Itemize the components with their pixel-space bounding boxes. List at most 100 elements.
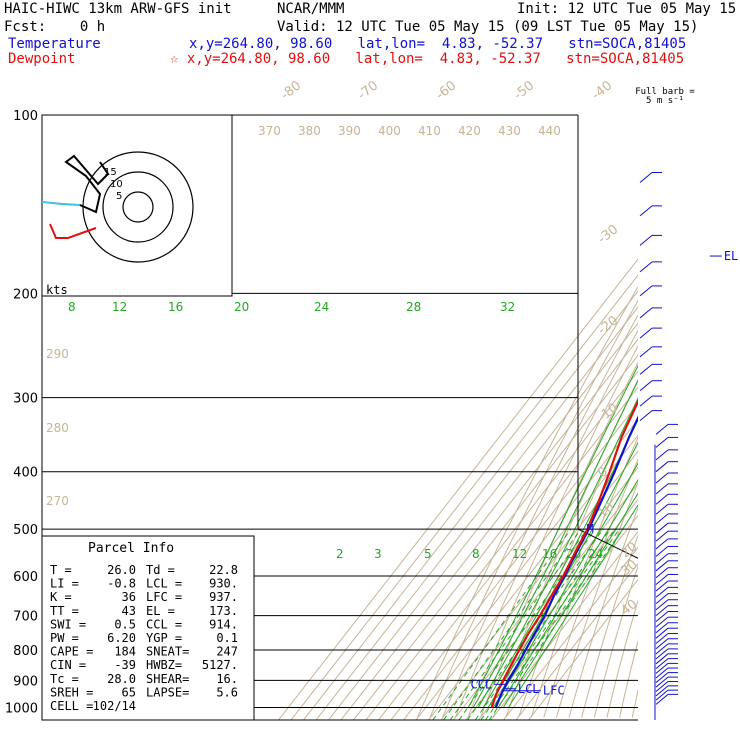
model-title: HAIC-HIWC 13km ARW-GFS init <box>4 1 232 17</box>
dry-adiabat-label: 420 <box>458 124 481 138</box>
parcel-info-value: EL = <box>146 604 175 618</box>
parcel-info-value: 36 <box>122 590 136 604</box>
isotherm-label: -50 <box>511 78 537 103</box>
dry-adiabat-line <box>555 481 638 718</box>
wind-barb <box>655 638 678 650</box>
isotherm-label: -70 <box>355 78 381 103</box>
wind-barb <box>655 648 678 660</box>
wind-barb-staff <box>655 622 669 634</box>
mixing-ratio-label: 24 <box>588 547 603 561</box>
profile-marker-label: LCL <box>518 682 540 696</box>
dry-adiabat-label: 440 <box>538 124 561 138</box>
dry-adiabat-line <box>442 314 638 718</box>
isotherm-line <box>403 418 638 720</box>
isotherm-label: -40 <box>589 78 615 103</box>
parcel-info-value: 26.0 <box>107 563 136 577</box>
profile-marker-label: CCL <box>470 677 492 691</box>
wind-barb <box>639 261 662 273</box>
moist-adiabat-line <box>507 504 638 708</box>
moist-adiabat-label: 16 <box>168 300 183 314</box>
moist-adiabat-line <box>482 418 638 708</box>
wind-barb <box>655 513 678 525</box>
wind-barb-staff <box>655 530 669 542</box>
parcel-info-value: SHEAR= <box>146 672 189 686</box>
parcel-info-value: 247 <box>216 645 238 659</box>
wind-barb-staff <box>655 560 669 572</box>
wind-barb-staff <box>655 667 669 679</box>
wind-barb <box>655 573 678 585</box>
wind-barb <box>655 685 678 697</box>
wind-barb-staff <box>655 643 669 655</box>
profile-marker-label: LFC <box>543 684 565 698</box>
parcel-info-value: K = <box>50 590 72 604</box>
wind-barb-staff <box>655 483 669 495</box>
pressure-tick-label: 400 <box>13 466 38 481</box>
wind-barb <box>655 530 678 542</box>
wind-barb-staff <box>655 605 669 617</box>
hodograph-ring <box>122 191 154 223</box>
hodograph-trace-low <box>41 201 81 206</box>
mixing-ratio-line <box>474 528 611 720</box>
dry-adiabat-label: 410 <box>418 124 441 138</box>
wind-barb-staff <box>655 593 669 605</box>
wind-barb <box>655 599 678 611</box>
parcel-info-value: LCL = <box>146 577 182 591</box>
hodograph-box <box>41 114 233 297</box>
pressure-tick-label: 200 <box>13 287 38 302</box>
moist-adiabat-label: 32 <box>500 300 515 314</box>
wind-barb <box>655 610 678 622</box>
wind-barb-staff <box>639 380 653 392</box>
wind-barb <box>655 643 678 655</box>
wind-barb-staff <box>639 285 653 297</box>
org-label: NCAR/MMM <box>277 1 345 17</box>
mixing-ratio-label: 2 <box>336 547 344 561</box>
isotherm-label: -80 <box>278 78 304 103</box>
wind-barb-staff <box>639 410 653 422</box>
wind-barb-staff <box>639 261 653 273</box>
mixing-ratio-label: 3 <box>374 547 382 561</box>
wind-barb <box>639 172 662 183</box>
mixing-ratio-label: 8 <box>472 547 480 561</box>
parcel-info-value: 173. <box>209 604 238 618</box>
barb-legend-label: Full barb = <box>635 87 695 97</box>
wind-barb-staff <box>655 567 669 579</box>
dry-adiabat-label: 280 <box>46 421 69 435</box>
wind-barb-staff <box>655 587 669 598</box>
wind-barb-staff <box>655 676 669 688</box>
parcel-info-value: 914. <box>209 617 238 631</box>
parcel-info-value: SNEAT= <box>146 645 189 659</box>
wind-barb-staff <box>655 672 669 683</box>
wind-barb-staff <box>655 653 669 665</box>
isotherm-line <box>290 274 638 720</box>
pressure-tick-label: 700 <box>13 610 38 625</box>
parcel-info-value: CCL = <box>146 617 182 631</box>
wind-barb-staff <box>655 616 669 628</box>
isotherm-line <box>428 450 638 720</box>
parcel-info-value: 6.20 <box>107 631 136 645</box>
wind-barb <box>655 580 678 592</box>
wind-barb <box>655 545 678 557</box>
wind-barb-staff <box>655 599 669 611</box>
hodograph-ring-label: 10 <box>110 179 123 190</box>
mixing-ratio-label: 5 <box>424 547 432 561</box>
wind-barb-staff <box>655 662 669 674</box>
parcel-info-value: Td = <box>146 563 175 577</box>
parcel-info-title: Parcel Info <box>88 541 174 556</box>
dry-adiabat-line <box>606 599 638 718</box>
wind-barb-staff <box>655 423 669 435</box>
wind-barb-staff <box>655 638 669 650</box>
dry-adiabat-label: 270 <box>46 494 69 508</box>
parcel-info-value: 43 <box>122 604 136 618</box>
hodograph-ring-label: 5 <box>116 191 122 202</box>
parcel-info-value: HWBZ= <box>146 658 182 672</box>
wind-barb <box>639 346 662 358</box>
wind-barb <box>655 423 678 435</box>
dry-adiabat-line <box>631 688 638 718</box>
mixing-ratio-line <box>467 528 604 720</box>
dry-adiabat-line <box>593 564 638 718</box>
wind-barb <box>655 662 678 674</box>
wind-barb <box>655 627 678 639</box>
isotherm-line <box>365 370 638 720</box>
moist-adiabat-label: 20 <box>234 300 249 314</box>
wind-barb-staff <box>655 538 669 550</box>
